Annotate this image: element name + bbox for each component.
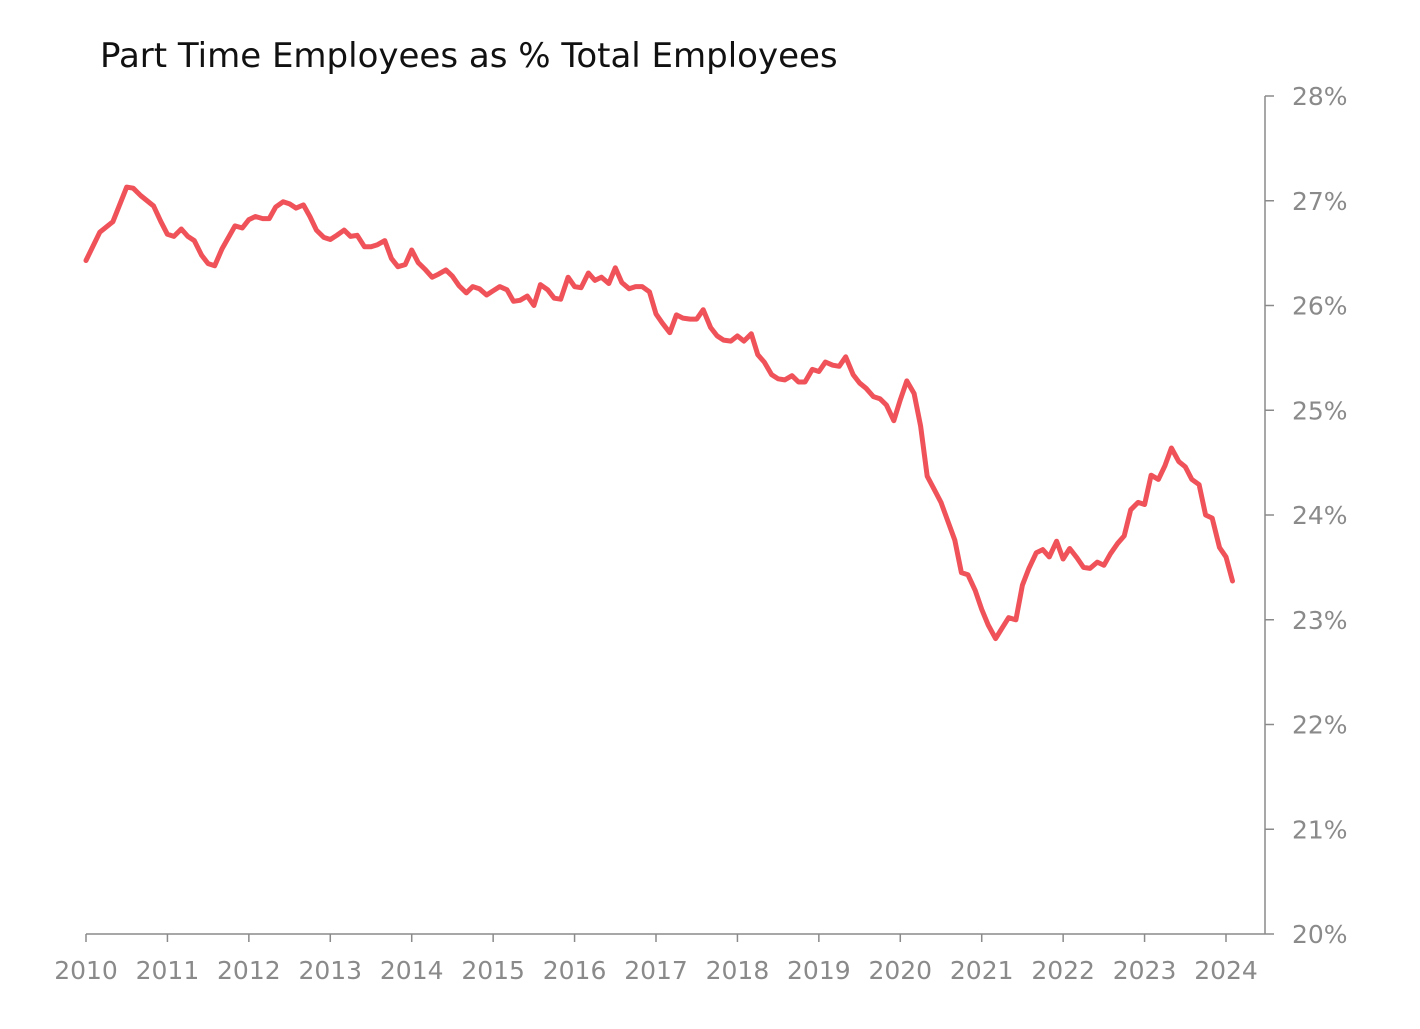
y-axis: 20% 21% 22% 23% 24% 25% 26% 27% 28% <box>1264 82 1348 949</box>
x-tick-label: 2020 <box>868 956 932 985</box>
y-tick-label: 21% <box>1292 815 1348 844</box>
x-tick-label: 2021 <box>950 956 1014 985</box>
y-tick-label: 23% <box>1292 606 1348 635</box>
x-tick-label: 2013 <box>298 956 362 985</box>
x-tick-label: 2010 <box>54 956 118 985</box>
y-tick-label: 25% <box>1292 396 1348 425</box>
chart-title: Part Time Employees as % Total Employees <box>100 36 838 76</box>
x-tick-label: 2014 <box>380 956 444 985</box>
x-tick-label: 2016 <box>543 956 607 985</box>
x-tick-label: 2023 <box>1113 956 1177 985</box>
y-tick-label: 27% <box>1292 187 1348 216</box>
x-axis: 2010 2011 2012 2013 2014 2015 2016 2017 2018 2019… <box>54 933 1265 985</box>
y-tick-label: 26% <box>1292 292 1348 321</box>
series-layer <box>83 184 1235 642</box>
y-tick-label: 24% <box>1292 501 1348 530</box>
x-tick-label: 2019 <box>787 956 851 985</box>
series-line <box>83 184 1235 642</box>
y-tick-label: 28% <box>1292 82 1348 111</box>
y-tick-label: 20% <box>1292 920 1348 949</box>
x-tick-label: 2018 <box>706 956 770 985</box>
x-tick-label: 2012 <box>217 956 281 985</box>
x-tick-label: 2015 <box>461 956 525 985</box>
x-tick-label: 2017 <box>624 956 688 985</box>
x-tick-label: 2024 <box>1194 956 1258 985</box>
x-tick-label: 2011 <box>136 956 200 985</box>
x-tick-label: 2022 <box>1031 956 1095 985</box>
y-tick-label: 22% <box>1292 711 1348 740</box>
